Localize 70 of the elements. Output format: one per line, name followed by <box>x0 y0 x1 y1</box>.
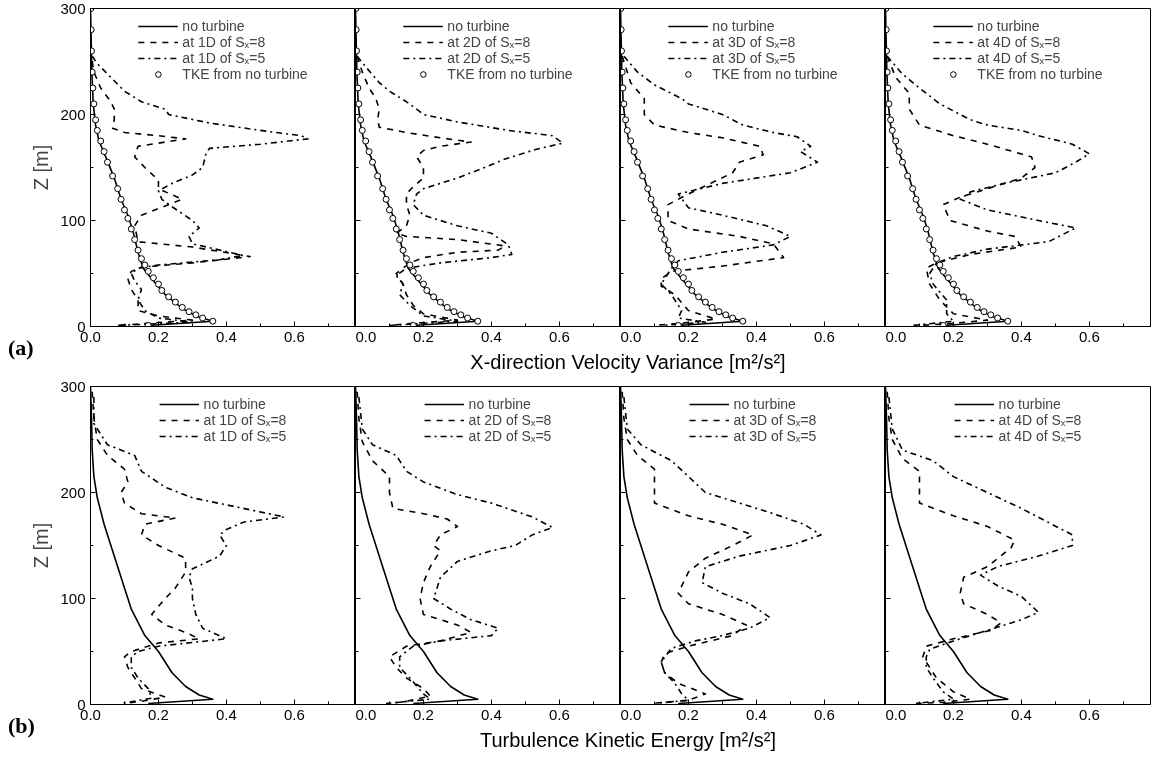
text: (a) <box>8 334 34 362</box>
x-tick-label: 0.4 <box>480 705 502 723</box>
x-tick-label: 0.6 <box>283 705 305 723</box>
x-tick-label: 0.6 <box>548 705 570 723</box>
legend-label: no turbine <box>998 396 1061 412</box>
x-tick-label: 0.4 <box>215 327 237 345</box>
x-tick-label: 0.2 <box>678 327 699 345</box>
legend-label: at 1D of Sₓ=5 <box>203 428 287 444</box>
x-tick-label: 0.0 <box>620 705 642 723</box>
x-tick-label: 0.2 <box>943 705 964 723</box>
legend-label: at 4D of Sₓ=5 <box>977 50 1061 66</box>
x-tick-label: 0.4 <box>745 705 767 723</box>
y-axis-title: Z [m] <box>30 144 53 191</box>
legend-label: at 1D of Sₓ=8 <box>182 34 266 50</box>
x-tick-label: 0.4 <box>215 705 237 723</box>
x-tick-label: 0.2 <box>413 705 434 723</box>
x-tick-label: 0.4 <box>480 327 502 345</box>
legend-label: TKE from no turbine <box>977 66 1103 82</box>
legend-label: TKE from no turbine <box>182 66 308 82</box>
legend-label: at 3D of Sₓ=5 <box>733 428 817 444</box>
legend-label: no turbine <box>733 396 796 412</box>
y-tick-label: 200 <box>60 105 86 123</box>
legend-label: at 2D of Sₓ=5 <box>468 428 552 444</box>
y-axis-title: Z [m] <box>30 522 53 569</box>
legend-label: no turbine <box>182 18 245 34</box>
text: (b) <box>8 712 35 740</box>
legend-label: at 4D of Sₓ=5 <box>998 428 1082 444</box>
y-tick-label: 100 <box>60 589 86 607</box>
legend-label: TKE from no turbine <box>447 66 573 82</box>
legend-label: at 3D of Sₓ=8 <box>733 412 817 428</box>
x-axis-title: X-direction Velocity Variance [m²/s²] <box>469 350 787 375</box>
legend-label: at 4D of Sₓ=8 <box>977 34 1061 50</box>
legend-label: at 3D of Sₓ=5 <box>712 50 796 66</box>
x-tick-label: 0.4 <box>1010 327 1032 345</box>
x-tick-label: 0.0 <box>620 327 642 345</box>
legend-label: at 1D of Sₓ=5 <box>182 50 266 66</box>
legend-label: at 2D of Sₓ=5 <box>447 50 531 66</box>
x-tick-label: 0.6 <box>813 705 835 723</box>
x-tick-label: 0.6 <box>283 327 305 345</box>
y-tick-label: 300 <box>60 0 86 17</box>
legend-label: at 2D of Sₓ=8 <box>468 412 552 428</box>
x-tick-label: 0.2 <box>148 327 169 345</box>
x-tick-label: 0.0 <box>885 705 907 723</box>
y-tick-label: 100 <box>60 211 86 229</box>
x-tick-label: 0.0 <box>355 327 377 345</box>
x-tick-label: 0.6 <box>1078 705 1100 723</box>
y-tick-label: 200 <box>60 483 86 501</box>
legend-label: TKE from no turbine <box>712 66 838 82</box>
x-tick-label: 0.6 <box>548 327 570 345</box>
legend-label: no turbine <box>203 396 266 412</box>
legend-label: at 3D of Sₓ=8 <box>712 34 796 50</box>
x-tick-label: 0.2 <box>678 705 699 723</box>
legend-label: no turbine <box>447 18 510 34</box>
y-tick-label: 300 <box>60 377 86 395</box>
x-tick-label: 0.4 <box>745 327 767 345</box>
x-tick-label: 0.0 <box>355 705 377 723</box>
legend-label: at 4D of Sₓ=8 <box>998 412 1082 428</box>
legend-label: no turbine <box>468 396 531 412</box>
x-tick-label: 0.6 <box>1078 327 1100 345</box>
x-tick-label: 0.6 <box>813 327 835 345</box>
legend-label: at 2D of Sₓ=8 <box>447 34 531 50</box>
x-tick-label: 0.2 <box>413 327 434 345</box>
x-tick-label: 0.0 <box>885 327 907 345</box>
x-tick-label: 0.2 <box>943 327 964 345</box>
x-axis-title: Turbulence Kinetic Energy [m²/s²] <box>478 728 777 753</box>
legend-label: at 1D of Sₓ=8 <box>203 412 287 428</box>
legend-label: no turbine <box>977 18 1040 34</box>
x-tick-label: 0.4 <box>1010 705 1032 723</box>
x-tick-label: 0.2 <box>148 705 169 723</box>
legend-label: no turbine <box>712 18 775 34</box>
